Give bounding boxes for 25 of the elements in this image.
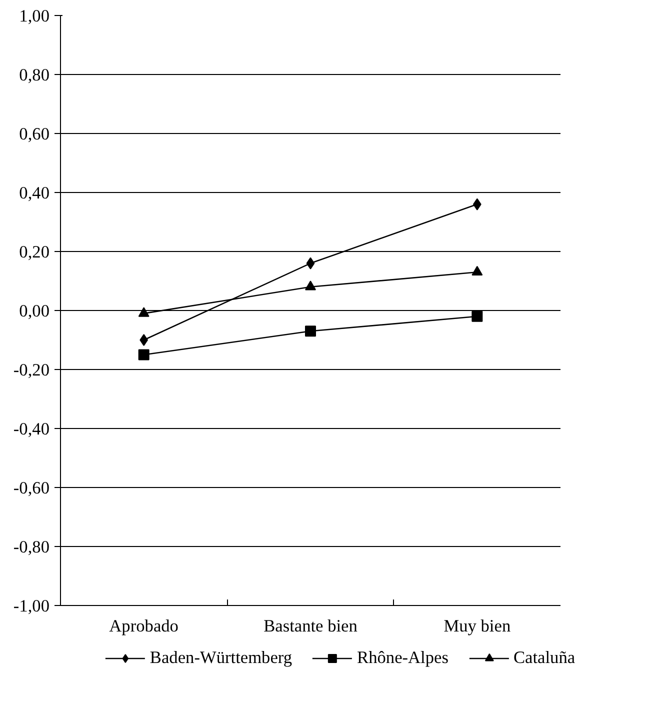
y-tick-label: 0,60 — [19, 124, 50, 144]
y-tick-label: -0,40 — [13, 420, 50, 438]
y-tick-label: -1,00 — [13, 596, 50, 616]
x-tick-label: Bastante bien — [264, 616, 358, 636]
point — [138, 307, 150, 317]
y-tick-label: 0,00 — [19, 302, 50, 320]
y-tick-label: -0,80 — [13, 538, 50, 556]
legend-label: Rhône-Alpes — [357, 648, 448, 668]
y-tick-label: 0,80 — [19, 66, 50, 84]
y-tick-label: -0,20 — [13, 360, 50, 380]
y-tick-label: -0,60 — [13, 478, 50, 498]
point — [140, 334, 148, 346]
point — [306, 257, 315, 270]
y-tick-label: 0,20 — [19, 242, 50, 262]
legend-label: Cataluña — [513, 648, 576, 668]
y-tick-label: 1,00 — [19, 6, 50, 26]
legend-label: Baden-Württemberg — [150, 648, 292, 668]
x-tick-label: Muy bien — [444, 616, 511, 636]
point — [305, 280, 316, 290]
x-tick-label: Aprobado — [109, 616, 178, 636]
point — [305, 326, 316, 337]
y-tick-label: 0,40 — [19, 184, 50, 202]
point — [472, 266, 483, 276]
point — [138, 349, 150, 360]
point — [472, 310, 483, 322]
